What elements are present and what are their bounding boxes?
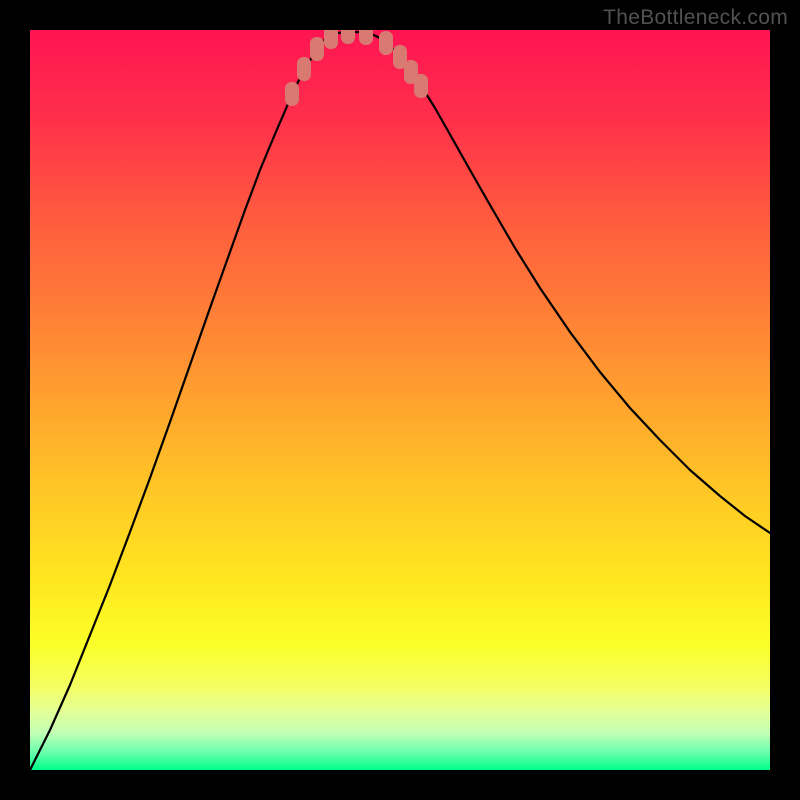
data-marker xyxy=(298,58,311,81)
data-marker xyxy=(415,75,428,98)
data-marker xyxy=(311,38,324,61)
data-marker xyxy=(380,32,393,55)
bottleneck-curve xyxy=(30,32,770,770)
data-marker xyxy=(360,30,373,45)
data-marker xyxy=(342,30,355,44)
data-markers xyxy=(286,30,428,106)
chart-lines xyxy=(30,30,770,770)
watermark-text: TheBottleneck.com xyxy=(603,6,788,30)
chart-frame: TheBottleneck.com xyxy=(0,0,800,800)
data-marker xyxy=(325,30,338,49)
plot-area xyxy=(30,30,770,770)
data-marker xyxy=(286,83,299,106)
